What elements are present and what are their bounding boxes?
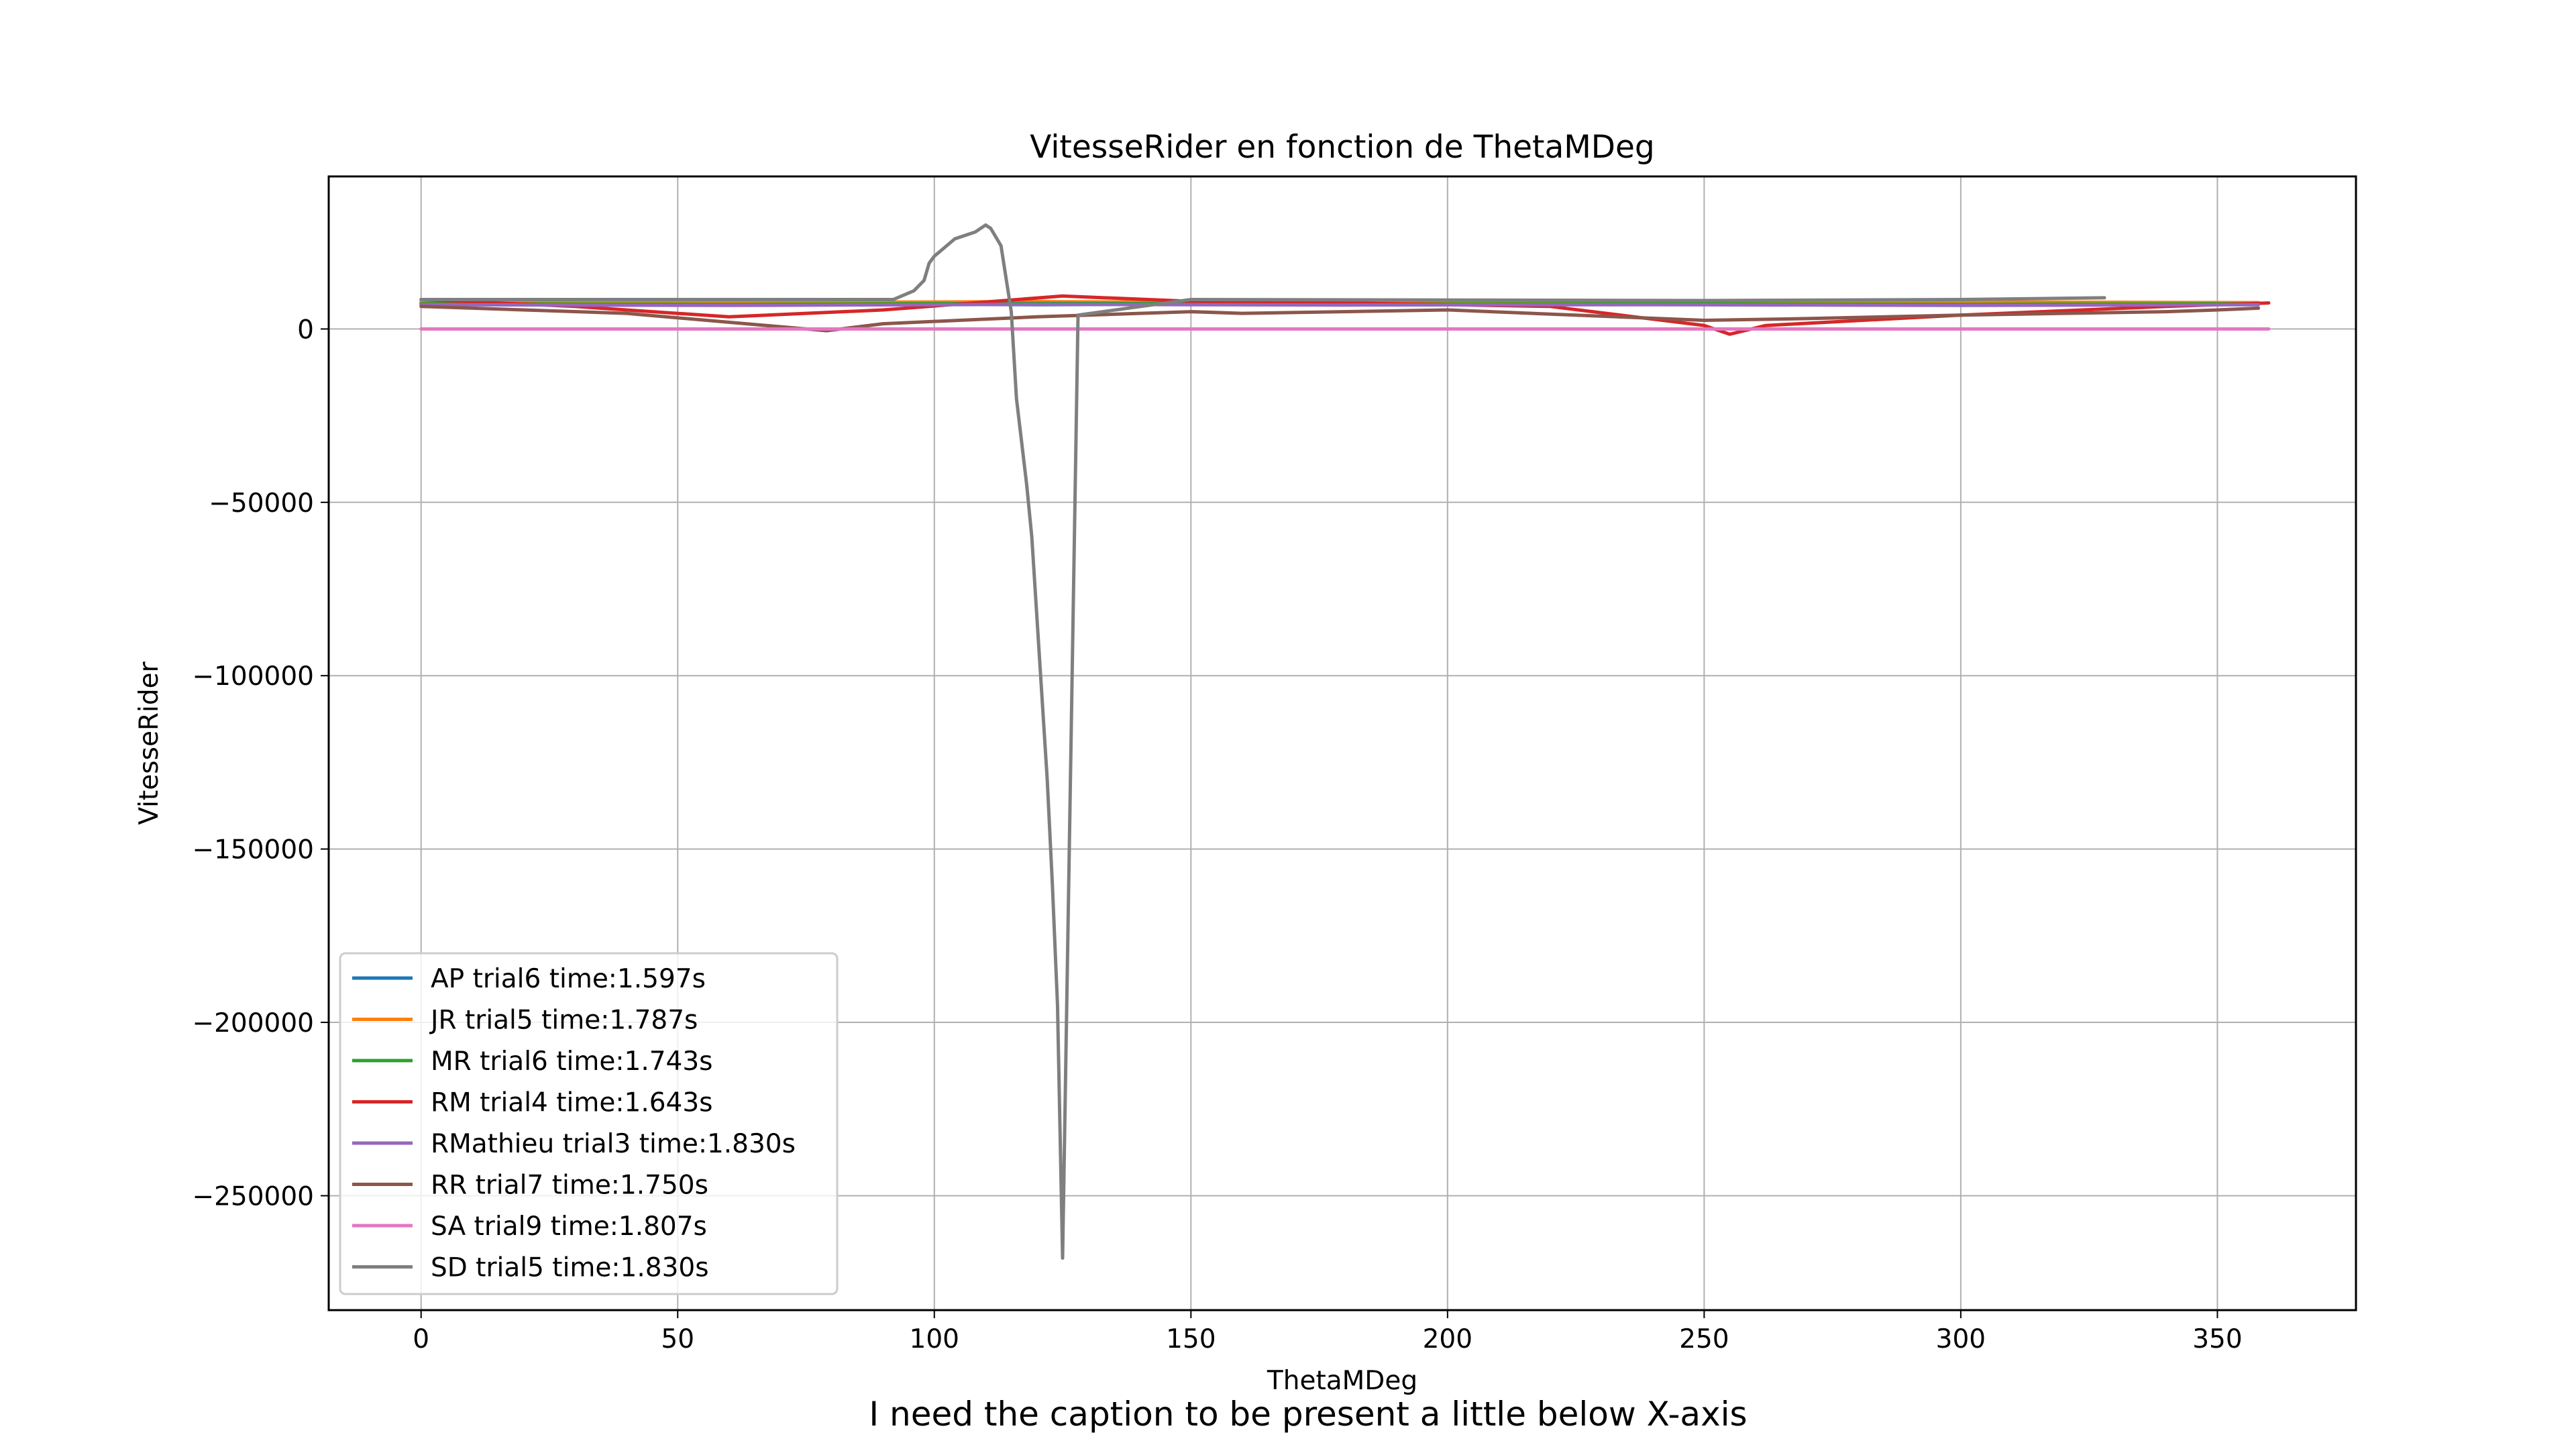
x-tick-label: 50 (661, 1324, 694, 1354)
series-line (419, 303, 2261, 307)
x-tick-label: 0 (413, 1324, 429, 1354)
legend-label: MR trial6 time:1.743s (431, 1046, 712, 1077)
series-layer (419, 223, 2271, 1260)
legend-label: AP trial6 time:1.597s (431, 964, 706, 994)
x-tick-label: 100 (910, 1324, 959, 1354)
legend: AP trial6 time:1.597s JR trial5 time:1.78… (339, 952, 839, 1295)
legend-label: JR trial5 time:1.787s (429, 1006, 698, 1036)
legend-label: RM trial4 time:1.643s (431, 1088, 712, 1118)
ticks-layer: 0 50 100 150 200 250 300 350 0 −50000 −100000 −1500… (192, 315, 2242, 1354)
legend-label: RMathieu trial3 time:1.830s (431, 1129, 796, 1159)
x-tick-label: 250 (1679, 1324, 1729, 1354)
legend-label: RR trial7 time:1.750s (431, 1171, 708, 1201)
figure-caption: I need the caption to be present a littl… (869, 1395, 1747, 1434)
x-axis-title: ThetaMDeg (1267, 1366, 1417, 1396)
y-tick-label: −100000 (192, 661, 314, 692)
legend-label: SD trial5 time:1.830s (431, 1253, 709, 1283)
legend-box (339, 952, 839, 1295)
plot-frame (327, 175, 2357, 1311)
legend-label: SA trial9 time:1.807s (431, 1212, 707, 1242)
y-tick-label: −50000 (209, 488, 314, 519)
y-tick-label: −250000 (192, 1181, 314, 1212)
x-tick-label: 200 (1423, 1324, 1472, 1354)
y-tick-label: −200000 (192, 1008, 314, 1038)
y-tick-label: −150000 (192, 835, 314, 865)
x-tick-label: 300 (1936, 1324, 1986, 1354)
x-tick-label: 350 (2192, 1324, 2242, 1354)
y-tick-label: 0 (297, 315, 314, 345)
series-line (419, 223, 2106, 1260)
x-tick-label: 150 (1166, 1324, 1216, 1354)
y-axis-title: VitesseRider (134, 661, 164, 824)
chart-title: VitesseRider en fonction de ThetaMDeg (1030, 129, 1655, 166)
